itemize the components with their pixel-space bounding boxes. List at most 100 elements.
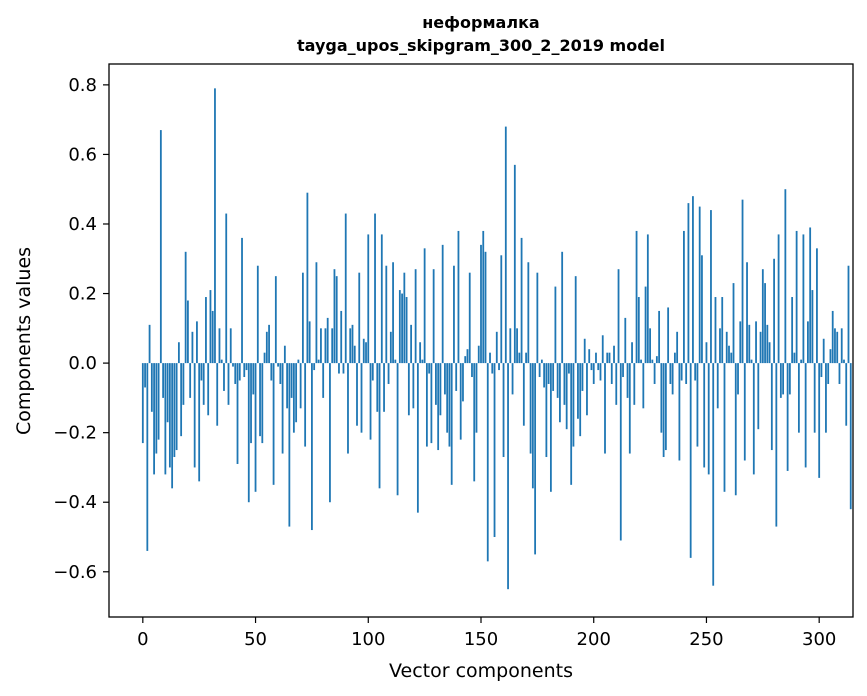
bar-3 (148, 324, 151, 364)
bar-300 (818, 363, 821, 478)
bar-262 (732, 283, 735, 364)
bar-80 (322, 363, 325, 398)
bar-255 (716, 363, 719, 409)
chart-title-line1: неформалка (422, 13, 539, 32)
bar-314 (849, 363, 852, 510)
bar-252 (710, 210, 712, 364)
bar-201 (595, 352, 597, 364)
bar-97 (360, 363, 363, 433)
bar-27 (202, 363, 205, 405)
bar-281 (775, 363, 778, 527)
bar-93 (351, 324, 354, 364)
bar-258 (723, 363, 726, 492)
bar-246 (696, 363, 699, 447)
bar-96 (358, 272, 361, 364)
bar-222 (642, 363, 645, 409)
bar-142 (462, 363, 464, 402)
bar-18 (182, 363, 185, 405)
bar-111 (392, 262, 394, 364)
bar-162 (507, 363, 509, 590)
bar-212 (619, 363, 622, 541)
bar-275 (761, 269, 764, 364)
y-tick-label: 0.0 (68, 353, 97, 374)
bar-134 (444, 363, 446, 395)
bar-171 (527, 262, 530, 364)
bar-63 (283, 345, 286, 364)
bar-124 (421, 359, 424, 364)
bar-86 (335, 276, 338, 364)
bar-216 (628, 363, 631, 454)
bar-231 (662, 363, 665, 458)
bar-161 (504, 126, 507, 364)
bar-199 (590, 363, 593, 371)
bar-230 (660, 363, 663, 433)
bar-309 (838, 363, 841, 384)
bar-278 (768, 342, 771, 364)
bar-304 (827, 363, 830, 384)
bar-170 (525, 352, 527, 364)
bar-253 (712, 363, 715, 586)
bar-1 (144, 363, 146, 388)
bar-297 (811, 290, 814, 364)
bar-282 (777, 234, 780, 364)
bar-95 (356, 363, 358, 426)
bar-227 (653, 363, 656, 384)
bar-190 (570, 363, 573, 485)
bar-251 (707, 363, 710, 475)
plot-frame (108, 63, 854, 618)
bar-209 (613, 345, 615, 364)
bar-294 (804, 363, 807, 468)
bar-312 (845, 363, 848, 426)
bar-54 (263, 352, 266, 364)
bar-273 (757, 363, 760, 430)
bar-70 (299, 363, 302, 409)
bar-163 (509, 328, 512, 364)
bar-220 (637, 297, 640, 364)
bar-280 (773, 258, 775, 364)
x-axis-ticks: 0 50 100 150 200 250 300 (137, 617, 836, 650)
bar-285 (784, 189, 787, 364)
bar-150 (480, 244, 482, 364)
bar-17 (180, 363, 183, 437)
bar-112 (394, 359, 397, 364)
bar-59 (274, 276, 277, 364)
bar-249 (703, 363, 706, 468)
bar-105 (378, 363, 381, 489)
bar-21 (189, 363, 192, 398)
bar-85 (333, 269, 336, 364)
bar-119 (410, 324, 413, 364)
bar-126 (425, 363, 428, 447)
bar-30 (209, 290, 212, 364)
bar-12 (168, 363, 171, 468)
bar-194 (579, 363, 582, 437)
bar-250 (705, 342, 708, 364)
bar-245 (694, 363, 697, 381)
bar-115 (401, 293, 403, 364)
bar-101 (369, 363, 372, 440)
bar-20 (187, 300, 189, 364)
bar-158 (498, 363, 500, 371)
bar-226 (651, 359, 654, 364)
bar-34 (218, 328, 221, 364)
bar-188 (565, 363, 568, 430)
bar-172 (529, 363, 532, 454)
bar-169 (522, 363, 525, 426)
bar-279 (770, 363, 773, 451)
bar-60 (277, 363, 279, 367)
bar-261 (730, 352, 733, 364)
bar-128 (430, 363, 433, 444)
bar-305 (829, 349, 832, 364)
bar-58 (272, 363, 275, 485)
bar-136 (448, 363, 451, 447)
bar-92 (349, 328, 352, 364)
bar-73 (306, 192, 309, 364)
bar-123 (419, 342, 422, 364)
bar-15 (175, 363, 178, 451)
bar-289 (793, 352, 796, 364)
bar-46 (245, 363, 248, 371)
bar-207 (608, 352, 611, 364)
bar-268 (746, 262, 748, 364)
bar-148 (475, 363, 478, 433)
bar-236 (673, 352, 676, 364)
bar-116 (403, 272, 406, 364)
